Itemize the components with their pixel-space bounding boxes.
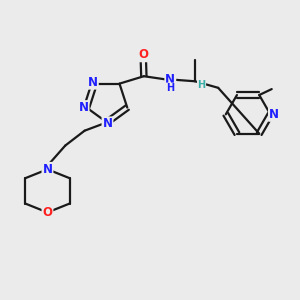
Text: N: N	[88, 76, 98, 89]
Text: O: O	[43, 206, 52, 219]
Text: H: H	[197, 80, 206, 90]
Text: N: N	[43, 163, 52, 176]
Text: O: O	[138, 48, 148, 61]
Text: H: H	[166, 83, 174, 93]
Text: N: N	[165, 73, 175, 86]
Text: N: N	[79, 101, 88, 114]
Text: N: N	[103, 117, 112, 130]
Text: N: N	[269, 108, 279, 121]
